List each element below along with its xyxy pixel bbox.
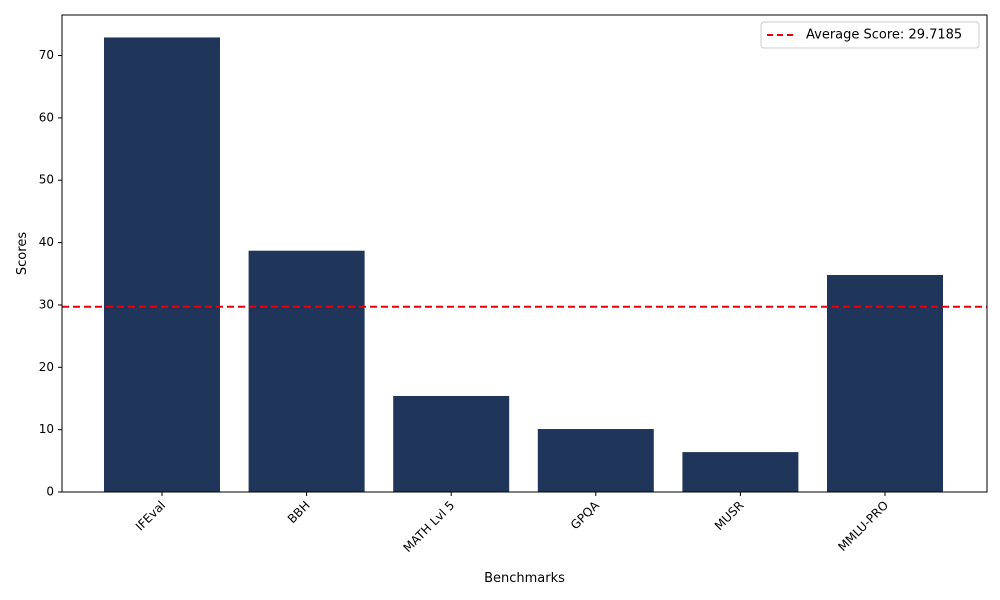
- legend-box: [760, 21, 980, 49]
- y-tick-label: 60: [39, 110, 54, 124]
- x-tick-label: BBH: [285, 498, 313, 526]
- x-tick-label: MATH Lvl 5: [400, 498, 457, 555]
- x-tick-label: IFEval: [133, 498, 168, 533]
- y-tick-label: 50: [39, 173, 54, 187]
- y-tick-label: 0: [46, 485, 54, 499]
- bar-musr: [682, 452, 799, 492]
- y-axis-title: Scores: [15, 232, 30, 275]
- y-tick-label: 10: [39, 422, 54, 436]
- plot-frame: [61, 14, 988, 493]
- y-tick-label: 30: [39, 297, 54, 311]
- legend-label-average-score: Average Score: 29.7185: [806, 28, 962, 43]
- bar-ifeval: [104, 37, 220, 493]
- x-tick-label: MMLU-PRO: [835, 498, 891, 554]
- bar-gpqa: [537, 429, 654, 492]
- bars-group: [104, 37, 943, 493]
- x-axis-title: Benchmarks: [484, 571, 565, 586]
- y-tick-label: 20: [39, 360, 54, 374]
- y-axis-ticks: 0 10 20 30 40 50 60 70: [39, 48, 62, 499]
- x-tick-label: GPQA: [568, 498, 603, 533]
- legend: Average Score: 29.7185: [760, 21, 980, 49]
- y-tick-label: 70: [39, 48, 54, 62]
- x-axis-ticks: IFEval BBH MATH Lvl 5 GPQA MUSR MMLU-PRO: [133, 492, 891, 555]
- bar-mmlu-pro: [827, 275, 943, 492]
- y-tick-label: 40: [39, 235, 54, 249]
- bar-bbh: [248, 250, 365, 492]
- bar-math-lvl-5: [393, 395, 510, 492]
- x-tick-label: MUSR: [712, 498, 747, 533]
